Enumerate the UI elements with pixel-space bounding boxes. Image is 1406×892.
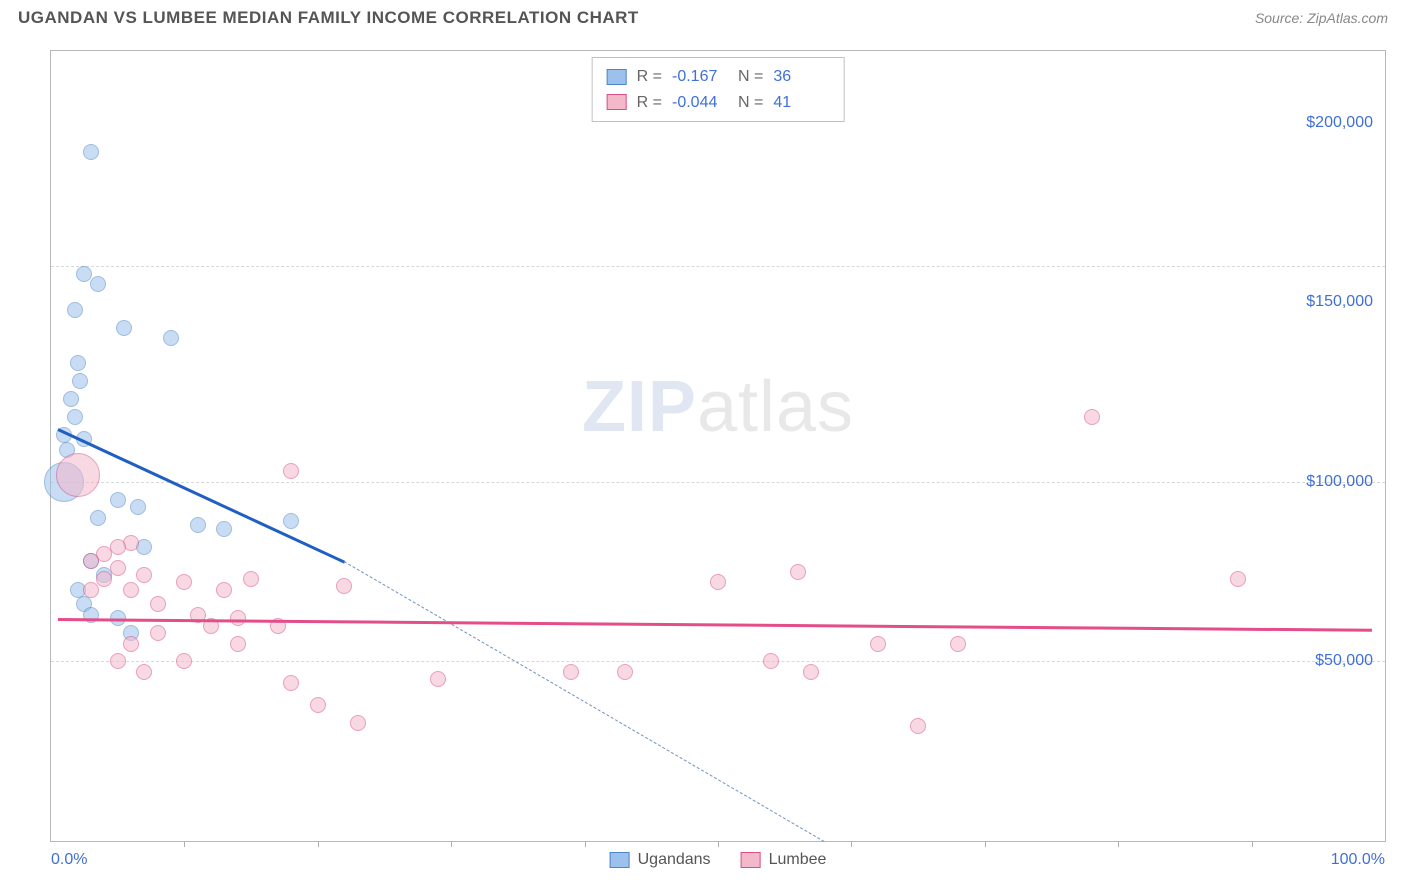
x-tick [1118, 841, 1119, 847]
data-point [1230, 571, 1246, 587]
data-point [430, 671, 446, 687]
data-point [123, 582, 139, 598]
x-tick [184, 841, 185, 847]
series-swatch [607, 94, 627, 110]
data-point [216, 521, 232, 537]
y-tick-label: $150,000 [1306, 293, 1373, 311]
data-point [56, 453, 100, 497]
legend-label: Ugandans [638, 851, 711, 869]
watermark: ZIPatlas [582, 366, 854, 448]
x-tick [585, 841, 586, 847]
data-point [803, 664, 819, 680]
gridline [51, 661, 1385, 662]
data-point [110, 492, 126, 508]
data-point [336, 578, 352, 594]
trend-line [58, 618, 1372, 631]
source-attribution: Source: ZipAtlas.com [1255, 10, 1388, 26]
scatter-chart: ZIPatlas R =-0.167N =36R =-0.044N =41 0.… [50, 50, 1386, 842]
data-point [136, 567, 152, 583]
data-point [950, 636, 966, 652]
legend-item: Lumbee [741, 851, 827, 869]
data-point [123, 636, 139, 652]
stats-row: R = -0.167 N = 36 [607, 64, 830, 90]
r-label: R = [637, 64, 662, 90]
data-point [710, 574, 726, 590]
legend-swatch [610, 852, 630, 868]
data-point [90, 276, 106, 292]
n-value: 36 [773, 64, 829, 90]
n-label: N = [738, 90, 763, 116]
data-point [136, 664, 152, 680]
x-tick [318, 841, 319, 847]
data-point [230, 610, 246, 626]
trend-line [57, 428, 345, 564]
data-point [96, 571, 112, 587]
data-point [116, 320, 132, 336]
x-axis-max-label: 100.0% [1331, 851, 1385, 869]
x-tick [1252, 841, 1253, 847]
gridline [51, 482, 1385, 483]
data-point [617, 664, 633, 680]
n-label: N = [738, 64, 763, 90]
data-point [763, 653, 779, 669]
data-point [563, 664, 579, 680]
r-value: -0.044 [672, 90, 728, 116]
data-point [72, 373, 88, 389]
series-swatch [607, 69, 627, 85]
n-value: 41 [773, 90, 829, 116]
data-point [910, 718, 926, 734]
legend-item: Ugandans [610, 851, 711, 869]
data-point [283, 675, 299, 691]
r-value: -0.167 [672, 64, 728, 90]
x-tick [451, 841, 452, 847]
legend-label: Lumbee [769, 851, 827, 869]
data-point [67, 302, 83, 318]
data-point [1084, 409, 1100, 425]
r-label: R = [637, 90, 662, 116]
x-axis-min-label: 0.0% [51, 851, 87, 869]
data-point [150, 625, 166, 641]
x-tick [718, 841, 719, 847]
data-point [110, 560, 126, 576]
data-point [70, 355, 86, 371]
data-point [150, 596, 166, 612]
legend: Ugandans Lumbee [610, 851, 827, 869]
stats-row: R = -0.044 N = 41 [607, 90, 830, 116]
x-tick [985, 841, 986, 847]
data-point [163, 330, 179, 346]
data-point [176, 653, 192, 669]
data-point [216, 582, 232, 598]
data-point [83, 553, 99, 569]
correlation-stats-box: R = -0.167 N = 36 R = -0.044 N = 41 [592, 57, 845, 122]
data-point [870, 636, 886, 652]
chart-title: UGANDAN VS LUMBEE MEDIAN FAMILY INCOME C… [18, 8, 639, 28]
gridline [51, 266, 1385, 267]
trend-line-extrapolated [344, 561, 825, 842]
data-point [283, 463, 299, 479]
x-tick [851, 841, 852, 847]
data-point [790, 564, 806, 580]
data-point [63, 391, 79, 407]
data-point [243, 571, 259, 587]
y-tick-label: $100,000 [1306, 473, 1373, 491]
data-point [190, 517, 206, 533]
data-point [310, 697, 326, 713]
y-tick-label: $50,000 [1315, 652, 1373, 670]
data-point [83, 144, 99, 160]
data-point [230, 636, 246, 652]
data-point [90, 510, 106, 526]
data-point [283, 513, 299, 529]
legend-swatch [741, 852, 761, 868]
data-point [176, 574, 192, 590]
data-point [130, 499, 146, 515]
y-tick-label: $200,000 [1306, 114, 1373, 132]
data-point [67, 409, 83, 425]
data-point [83, 582, 99, 598]
data-point [110, 653, 126, 669]
data-point [350, 715, 366, 731]
